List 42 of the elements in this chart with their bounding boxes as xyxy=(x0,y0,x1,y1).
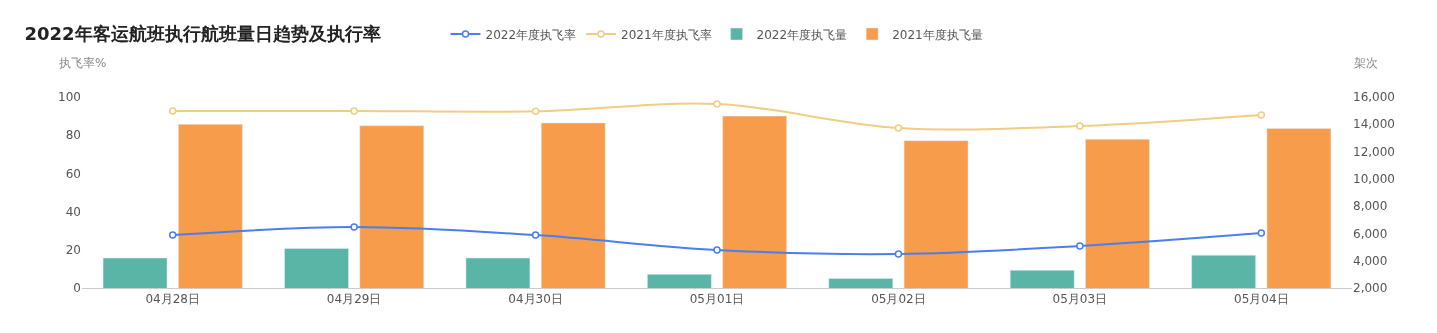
point xyxy=(350,107,358,115)
point xyxy=(1257,229,1266,237)
y2-tick-label: 4,000 xyxy=(1353,253,1388,268)
y2-tick-label: 12,000 xyxy=(1353,144,1395,159)
x-tick-label: 04月28日 xyxy=(145,292,200,307)
y-tick-label: 0 xyxy=(73,281,81,296)
point xyxy=(713,100,721,108)
y2-tick-label: 16,000 xyxy=(1353,90,1395,105)
legend-label: 2022年度执飞率 xyxy=(485,27,577,42)
point xyxy=(350,223,358,231)
point xyxy=(531,107,540,116)
point xyxy=(713,246,721,254)
y-tick-label: 80 xyxy=(65,128,81,143)
y2-tick-label: 6,000 xyxy=(1353,226,1388,241)
legend-label: 2021年度执飞量 xyxy=(892,27,983,42)
x-tick-label: 04月29日 xyxy=(326,292,382,307)
point xyxy=(531,231,540,239)
y2-tick-label: 10,000 xyxy=(1353,172,1395,187)
y2-tick-label: 2,000 xyxy=(1353,281,1388,296)
x-tick-label: 05月04日 xyxy=(1234,292,1289,307)
y-tick-label: 40 xyxy=(65,204,81,219)
x-tick-label: 05月03日 xyxy=(1052,292,1108,307)
legend-label: 2022年度执飞量 xyxy=(756,27,848,42)
x-tick-label: 05月01日 xyxy=(689,292,745,307)
y-axis-title: 执飞率% xyxy=(59,56,107,70)
y2-axis-title: 架次 xyxy=(1354,56,1378,70)
y-tick-label: 60 xyxy=(65,166,81,181)
point xyxy=(894,250,903,258)
point xyxy=(1076,122,1084,130)
y-tick-label: 20 xyxy=(65,243,81,257)
y2-tick-label: 8,000 xyxy=(1353,199,1388,214)
y2-tick-label: 14,000 xyxy=(1353,117,1395,132)
point xyxy=(1257,111,1266,119)
point xyxy=(894,124,903,132)
chart-title: 2022年客运航班执行航班量日趋势及执行率 xyxy=(24,22,381,44)
point xyxy=(168,107,177,115)
x-tick-label: 04月30日 xyxy=(508,292,563,307)
legend-label: 2021年度执飞率 xyxy=(621,27,712,42)
point xyxy=(1076,242,1084,250)
y-tick-label: 100 xyxy=(58,90,81,105)
point xyxy=(168,231,177,239)
x-tick-label: 05月02日 xyxy=(871,292,926,307)
